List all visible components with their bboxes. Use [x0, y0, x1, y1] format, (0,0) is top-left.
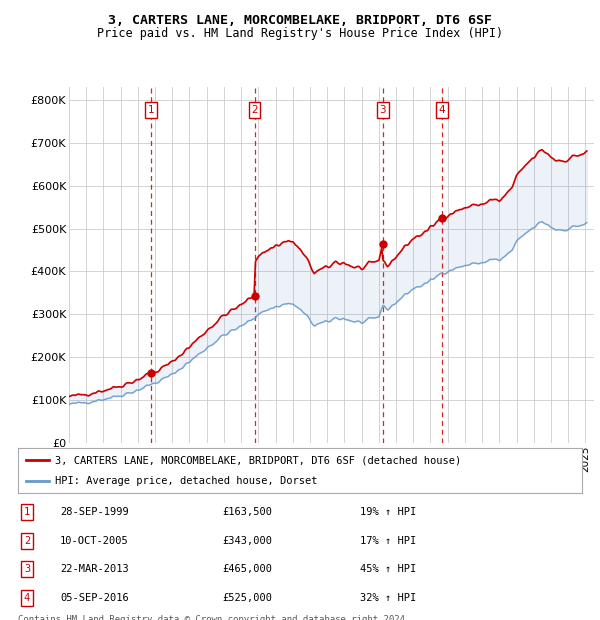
Text: 1: 1: [148, 105, 154, 115]
Text: HPI: Average price, detached house, Dorset: HPI: Average price, detached house, Dors…: [55, 476, 317, 486]
Text: £525,000: £525,000: [222, 593, 272, 603]
Text: 4: 4: [24, 593, 30, 603]
Text: 32% ↑ HPI: 32% ↑ HPI: [360, 593, 416, 603]
Text: 22-MAR-2013: 22-MAR-2013: [60, 564, 129, 574]
Text: 05-SEP-2016: 05-SEP-2016: [60, 593, 129, 603]
Text: 4: 4: [439, 105, 445, 115]
Text: Contains HM Land Registry data © Crown copyright and database right 2024.
This d: Contains HM Land Registry data © Crown c…: [18, 615, 410, 620]
Text: 2: 2: [24, 536, 30, 546]
Text: 19% ↑ HPI: 19% ↑ HPI: [360, 507, 416, 517]
Text: 3: 3: [24, 564, 30, 574]
Text: 3: 3: [379, 105, 386, 115]
Text: £465,000: £465,000: [222, 564, 272, 574]
Text: 17% ↑ HPI: 17% ↑ HPI: [360, 536, 416, 546]
Text: £163,500: £163,500: [222, 507, 272, 517]
Text: 10-OCT-2005: 10-OCT-2005: [60, 536, 129, 546]
Text: 3, CARTERS LANE, MORCOMBELAKE, BRIDPORT, DT6 6SF (detached house): 3, CARTERS LANE, MORCOMBELAKE, BRIDPORT,…: [55, 455, 461, 466]
Text: 2: 2: [251, 105, 258, 115]
Text: £343,000: £343,000: [222, 536, 272, 546]
Text: 45% ↑ HPI: 45% ↑ HPI: [360, 564, 416, 574]
Text: 3, CARTERS LANE, MORCOMBELAKE, BRIDPORT, DT6 6SF: 3, CARTERS LANE, MORCOMBELAKE, BRIDPORT,…: [108, 14, 492, 27]
Text: Price paid vs. HM Land Registry's House Price Index (HPI): Price paid vs. HM Land Registry's House …: [97, 27, 503, 40]
Text: 1: 1: [24, 507, 30, 517]
Text: 28-SEP-1999: 28-SEP-1999: [60, 507, 129, 517]
